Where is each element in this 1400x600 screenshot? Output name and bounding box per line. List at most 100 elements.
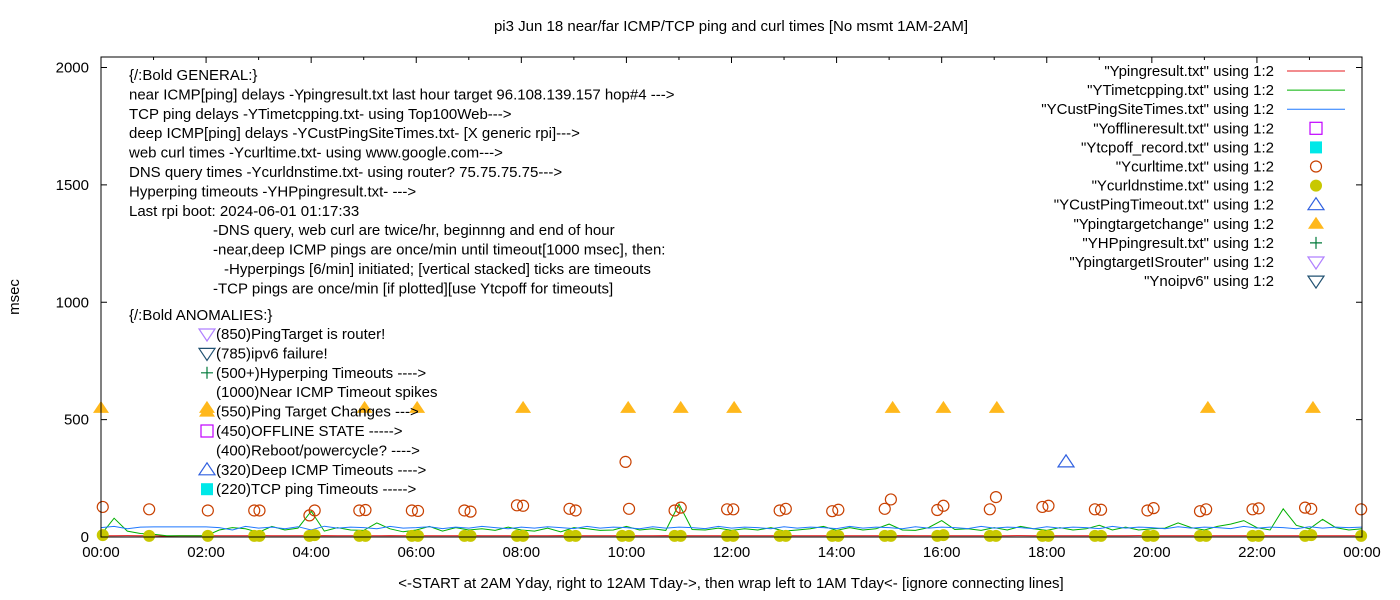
data-point-series-8 [1199, 400, 1216, 413]
data-point-series-5 [353, 504, 366, 517]
data-point-series-5 [308, 504, 321, 517]
data-point-series-5 [1246, 503, 1259, 516]
legend-marker-sample [1306, 196, 1326, 211]
annotation-anomaly: (500+)Hyperping Timeouts ----> [216, 365, 426, 382]
y-tick-label: 2000 [56, 60, 89, 77]
legend-marker-sample [1310, 141, 1322, 154]
legend-label: "YCustPingSiteTimes.txt" using 1:2 [1041, 101, 1274, 118]
data-point-series-5 [779, 502, 792, 515]
data-point-series-5 [1141, 504, 1154, 517]
x-tick-label: 08:00 [503, 544, 541, 561]
data-point-series-8 [620, 400, 637, 413]
legend-label: "YHPpingresult.txt" using 1:2 [1082, 235, 1274, 252]
legend: "Ypingresult.txt" using 1:2 "YTimetcpping… [1041, 63, 1345, 290]
filled-triangle-up-icon [199, 404, 215, 417]
data-point-series-5 [516, 499, 530, 512]
data-point-series-5 [1094, 503, 1108, 516]
data-point-series-5 [1355, 503, 1368, 516]
y-tick-label: 0 [81, 529, 89, 546]
data-point-series-5 [405, 504, 418, 517]
plus-icon [201, 366, 213, 379]
open-triangle-up-icon [197, 461, 217, 476]
legend-label: "Ytcpoff_record.txt" using 1:2 [1081, 139, 1274, 156]
legend-marker-sample [1306, 256, 1326, 271]
data-point-series-5 [727, 503, 740, 516]
annotation-anomalies-title: {/:Bold ANOMALIES:} [129, 307, 272, 324]
x-tick-label: 04:00 [292, 544, 330, 561]
data-point-series-6 [201, 529, 214, 542]
legend-label: "Ycurldnstime.txt" using 1:2 [1092, 178, 1274, 195]
data-point-series-5 [832, 503, 845, 516]
annotation-anomaly: (320)Deep ICMP Timeouts ----> [216, 462, 426, 479]
data-point-series-6 [96, 529, 109, 542]
data-point-series-6 [884, 529, 897, 542]
series-line-2 [100, 525, 1363, 531]
y-tick-label: 500 [64, 412, 89, 429]
annotation-general-line: -near,deep ICMP pings are once/min until… [213, 242, 665, 259]
data-point-series-5 [411, 504, 425, 518]
data-point-series-5 [1252, 502, 1265, 515]
annotation-general-line: DNS query times -Ycurldnstime.txt- using… [129, 164, 562, 181]
data-point-series-6 [1147, 529, 1160, 542]
data-point-series-5 [674, 501, 687, 514]
data-point-series-6 [1252, 529, 1265, 542]
annotation-general-line: near ICMP[ping] delays -Ypingresult.txt … [129, 86, 675, 103]
data-point-series-5 [931, 503, 944, 517]
x-tick-label: 22:00 [1238, 544, 1276, 561]
data-point-series-5 [510, 499, 524, 512]
filled-square-icon [201, 483, 213, 496]
legend-label: "YTimetcpping.txt" using 1:2 [1087, 82, 1274, 99]
data-point-series-5 [1036, 500, 1049, 514]
data-point-series-6 [412, 529, 425, 542]
annotation-general-line: -TCP pings are once/min [if plotted][use… [213, 280, 613, 297]
data-point-series-8 [935, 400, 952, 413]
data-point-series-5 [773, 504, 786, 517]
data-point-series-6 [674, 529, 687, 542]
annotation-general-line: -Hyperpings [6/min] initiated; [vertical… [224, 261, 651, 278]
data-point-series-8 [515, 400, 532, 413]
data-point-series-6 [308, 529, 321, 542]
data-point-series-5 [1088, 503, 1102, 516]
data-point-series-6 [1095, 529, 1108, 542]
legend-label: "YpingtargetISrouter" using 1:2 [1069, 254, 1274, 271]
x-axis-label: <-START at 2AM Yday, right to 12AM Tday-… [398, 575, 1063, 592]
data-point-series-5 [1147, 502, 1160, 515]
data-point-series-5 [622, 502, 636, 515]
annotation-general-line: Last rpi boot: 2024-06-01 01:17:33 [129, 203, 359, 220]
annotation-general-line: Hyperping timeouts -YHPpingresult.txt- -… [129, 183, 416, 200]
x-tick-label: 00:00 [82, 544, 120, 561]
y-tick-label: 1000 [56, 294, 89, 311]
data-point-series-6 [779, 529, 792, 542]
data-point-series-5 [989, 490, 1003, 504]
data-point-series-5 [878, 502, 891, 515]
data-point-series-5 [464, 505, 477, 518]
annotation-general-line: {/:Bold GENERAL:} [129, 67, 257, 84]
data-point-series-6 [517, 529, 530, 542]
data-point-series-6 [727, 529, 740, 542]
data-point-series-5 [96, 500, 109, 514]
data-point-series-5 [983, 503, 996, 516]
annotation-anomaly: (850)PingTarget is router! [216, 326, 385, 343]
legend-label: "Ypingresult.txt" using 1:2 [1104, 63, 1274, 80]
x-tick-label: 16:00 [923, 544, 961, 561]
data-point-series-5 [253, 504, 266, 517]
legend-marker-sample [1310, 179, 1322, 192]
data-point-series-5 [1042, 499, 1055, 512]
x-tick-label: 14:00 [818, 544, 856, 561]
data-point-series-8 [1304, 400, 1321, 413]
data-point-series-8 [884, 400, 901, 413]
legend-label: "Ynoipv6" using 1:2 [1144, 273, 1274, 290]
legend-label: "Yofflineresult.txt" using 1:2 [1093, 120, 1274, 137]
x-tick-label: 20:00 [1133, 544, 1171, 561]
y-tick-label: 1500 [56, 177, 89, 194]
legend-marker-sample [1310, 236, 1322, 249]
series-points [93, 400, 1368, 542]
data-point-series-6 [1305, 529, 1318, 542]
data-point-series-5 [1200, 503, 1213, 516]
x-tick-label: 18:00 [1028, 544, 1066, 561]
data-point-series-5 [937, 499, 950, 512]
x-tick-label: 12:00 [713, 544, 751, 561]
annotation-anomaly: (450)OFFLINE STATE -----> [216, 423, 403, 440]
legend-label: "Ypingtargetchange" using 1:2 [1073, 216, 1274, 233]
data-point-series-6 [623, 529, 636, 542]
